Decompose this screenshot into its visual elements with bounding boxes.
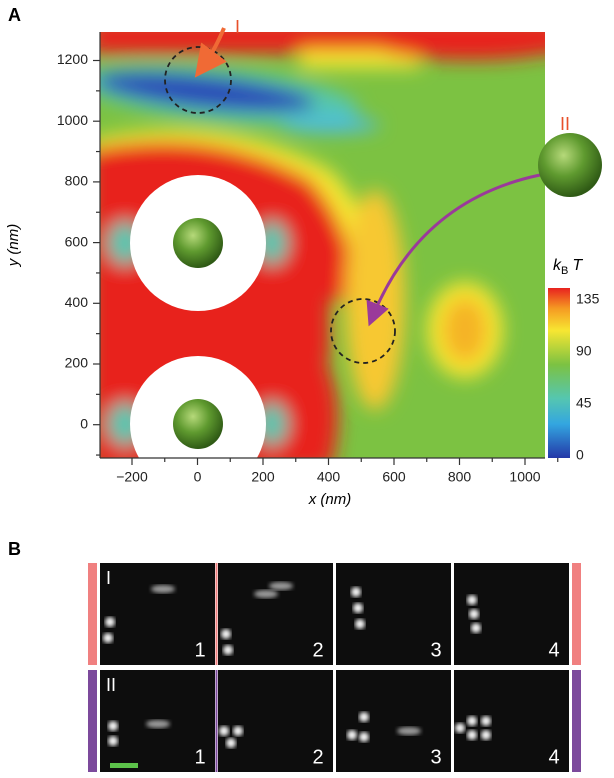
panel-label: A xyxy=(8,5,21,25)
particle-spot xyxy=(469,609,479,619)
variable: T xyxy=(572,257,583,274)
particle-spot xyxy=(108,736,118,746)
image-frame xyxy=(336,670,451,772)
x-tick-label: 200 xyxy=(251,469,275,485)
image-frame xyxy=(218,670,333,772)
particle-spot xyxy=(221,629,231,639)
particle-spot xyxy=(455,723,465,733)
particle xyxy=(538,133,602,197)
y-tick-label: 400 xyxy=(65,294,89,310)
particle-spot xyxy=(146,720,170,728)
y-axis-label: y (nm) xyxy=(5,224,22,268)
particle-spot xyxy=(219,726,229,736)
panel-label: B xyxy=(8,539,21,559)
image-frame xyxy=(218,563,333,665)
particle-spot xyxy=(347,730,357,740)
frame-number: 4 xyxy=(548,639,559,661)
row-bar xyxy=(572,670,581,772)
particle-spot xyxy=(223,645,233,655)
row-bar xyxy=(88,670,97,772)
particle-spot xyxy=(481,730,491,740)
y-tick-label: 0 xyxy=(80,415,88,431)
particle-spot xyxy=(254,590,278,598)
particle-spot xyxy=(467,595,477,605)
frame-number: 2 xyxy=(312,746,323,768)
x-tick-label: 800 xyxy=(448,469,472,485)
frame-number: 1 xyxy=(194,746,205,768)
x-tick-label: 0 xyxy=(194,469,202,485)
image-frame xyxy=(100,563,215,665)
colorbar-tick-label: 135 xyxy=(576,291,600,307)
particle-spot xyxy=(467,730,477,740)
x-tick-label: 600 xyxy=(382,469,406,485)
frame-number: 3 xyxy=(430,746,441,768)
x-axis-label: x (nm) xyxy=(308,491,352,508)
colorbar-label: kB T xyxy=(553,257,583,277)
particle-spot xyxy=(269,582,293,590)
colorbar-tick-label: 0 xyxy=(576,447,584,463)
particle-spot xyxy=(151,585,175,593)
image-frame xyxy=(336,563,451,665)
y-tick-label: 1000 xyxy=(57,112,88,128)
row-label: I xyxy=(106,568,111,588)
x-tick-label: 1000 xyxy=(509,469,540,485)
frame-number: 4 xyxy=(548,746,559,768)
frame-number: 2 xyxy=(312,639,323,661)
particle-spot xyxy=(359,712,369,722)
annotation: II xyxy=(560,114,570,134)
x-tick-label: −200 xyxy=(116,469,148,485)
annotation: I xyxy=(235,17,240,37)
subscript: B xyxy=(561,265,568,277)
colorbar-tick-label: 90 xyxy=(576,343,592,359)
particle-spot xyxy=(108,721,118,731)
particle-spot xyxy=(233,726,243,736)
symbol: k xyxy=(553,257,562,274)
y-tick-label: 200 xyxy=(65,355,89,371)
scale-bar xyxy=(110,763,138,768)
row-bar xyxy=(88,563,97,665)
particle-spot xyxy=(471,623,481,633)
y-tick-label: 800 xyxy=(65,173,89,189)
particle-spot xyxy=(355,619,365,629)
particle-spot xyxy=(353,603,363,613)
particle-spot xyxy=(351,587,361,597)
y-tick-label: 1200 xyxy=(57,51,88,67)
particle-spot xyxy=(103,633,113,643)
y-tick-label: 600 xyxy=(65,233,89,249)
particle-spot xyxy=(397,727,421,735)
arrow xyxy=(366,173,541,327)
particle-spot xyxy=(359,732,369,742)
row-bar xyxy=(572,563,581,665)
particle-spot xyxy=(226,738,236,748)
particle-spot xyxy=(105,617,115,627)
colorbar-tick-label: 45 xyxy=(576,395,592,411)
particle-spot xyxy=(481,716,491,726)
frame-number: 3 xyxy=(430,639,441,661)
energy-map xyxy=(100,32,545,458)
colorbar xyxy=(548,288,570,458)
particle-spot xyxy=(467,716,477,726)
x-tick-label: 400 xyxy=(317,469,341,485)
row-label: II xyxy=(106,675,116,695)
arrow xyxy=(194,27,227,78)
frame-number: 1 xyxy=(194,639,205,661)
